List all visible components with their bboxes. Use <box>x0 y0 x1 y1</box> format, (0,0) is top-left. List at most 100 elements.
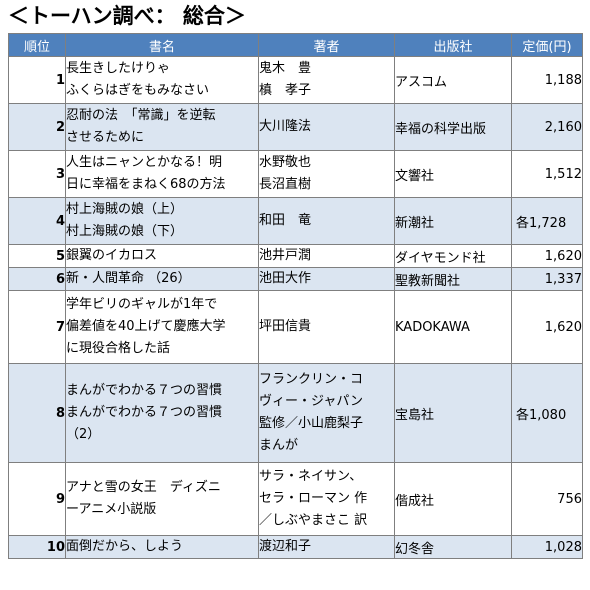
title-cell: 面倒だから、しよう <box>65 535 259 559</box>
title-line: 学年ビリのギャルが1年で <box>66 297 218 312</box>
table-row: 4 村上海賊の娘（上） 村上海賊の娘（下） 和田 竜 新潮社 各1,728 <box>8 197 583 245</box>
author-line: サラ・ネイサン、 <box>259 469 363 484</box>
publisher-cell: KADOKAWA <box>394 290 512 364</box>
author-cell: 鬼木 豊槙 孝子 <box>258 56 395 104</box>
page-title: ＜トーハン調べ： 総合＞ <box>8 4 246 28</box>
author-line: 池井戸潤 <box>259 248 312 263</box>
price-cell: 1,188 <box>511 56 583 104</box>
author-line: 池田大作 <box>259 271 312 286</box>
author-line: フランクリン・コ <box>259 372 364 387</box>
price-cell: 2,160 <box>511 103 583 151</box>
author-line: まんが <box>259 438 299 453</box>
author-line: 鬼木 豊 <box>259 61 312 76</box>
header-author: 著者 <box>258 33 395 57</box>
publisher-cell: 幸福の科学出版 <box>394 103 512 151</box>
author-line: 渡辺和子 <box>259 539 312 554</box>
author-line: ヴィー・ジャパン <box>259 394 364 409</box>
author-cell: 水野敬也 長沼直樹 <box>258 150 395 198</box>
rank-cell: 7 <box>8 290 66 364</box>
title-cell: 村上海賊の娘（上） 村上海賊の娘（下） <box>65 197 259 245</box>
title-line: 村上海賊の娘（上） <box>66 202 184 217</box>
title-line: アナと雪の女王 ディズニ <box>66 480 221 495</box>
title-cell: 忍耐の法 「常識」を逆転 させるために <box>65 103 259 151</box>
rank-cell: 3 <box>8 150 66 198</box>
title-cell: 学年ビリのギャルが1年で 偏差値を40上げて慶應大学 に現役合格した話 <box>65 290 259 364</box>
title-line: まんがでわかる７つの習慣 <box>66 383 223 398</box>
table-body: 1 長生きしたけりゃ ふくらはぎをもみなさい 鬼木 豊槙 孝子 アスコム 1,188 2 忍耐… <box>8 56 583 559</box>
title-line: 人生はニャンとかなる！明 <box>66 155 223 170</box>
author-cell: 坪田信貴 <box>258 290 395 364</box>
rank-cell: 2 <box>8 103 66 151</box>
publisher-cell: 文響社 <box>394 150 512 198</box>
title-line: 村上海賊の娘（下） <box>66 224 184 239</box>
title-line: 面倒だから、しよう <box>66 539 184 554</box>
rank-cell: 10 <box>8 535 66 559</box>
title-line: 偏差値を40上げて慶應大学 <box>66 319 226 334</box>
title-line: 新・人間革命 （26） <box>66 271 191 286</box>
author-cell: 渡辺和子 <box>258 535 395 559</box>
title-line: 銀翼のイカロス <box>66 248 158 263</box>
price-cell: 各1,080 <box>511 363 583 463</box>
table-header-row: 順位 書名 著者 出版社 定価(円) <box>8 33 583 57</box>
table-row: 7 学年ビリのギャルが1年で 偏差値を40上げて慶應大学 に現役合格した話 坪田信貴 KA… <box>8 290 583 364</box>
rank-cell: 6 <box>8 267 66 291</box>
table-row: 3 人生はニャンとかなる！明 日に幸福をまねく68の方法 水野敬也 長沼直樹 文響社 1,5… <box>8 150 583 198</box>
publisher-cell: 聖教新聞社 <box>394 267 512 291</box>
title-line: 長生きしたけりゃ <box>66 61 171 76</box>
publisher-cell: アスコム <box>394 56 512 104</box>
author-cell: 大川隆法 <box>258 103 395 151</box>
author-cell: 池井戸潤 <box>258 244 395 268</box>
rank-cell: 9 <box>8 462 66 536</box>
rank-cell: 4 <box>8 197 66 245</box>
rank-cell: 1 <box>8 56 66 104</box>
header-title: 書名 <box>65 33 259 57</box>
table-row: 2 忍耐の法 「常識」を逆転 させるために 大川隆法 幸福の科学出版 2,160 <box>8 103 583 151</box>
price-cell: 各1,728 <box>511 197 583 245</box>
ranking-table: 順位 書名 著者 出版社 定価(円) 1 長生きしたけりゃ ふくらはぎをもみなさい鬼… <box>8 33 583 559</box>
title-cell: 長生きしたけりゃふくらはぎをもみなさい <box>65 56 259 104</box>
title-cell: アナと雪の女王 ディズニ ーアニメ小説版 <box>65 462 259 536</box>
title-cell: 人生はニャンとかなる！明 日に幸福をまねく68の方法 <box>65 150 259 198</box>
title-line: させるために <box>66 130 145 145</box>
publisher-cell: 偕成社 <box>394 462 512 536</box>
title-line: ふくらはぎをもみなさい <box>66 83 210 98</box>
price-cell: 1,028 <box>511 535 583 559</box>
author-line: 坪田信貴 <box>259 319 312 334</box>
table-row: 1 長生きしたけりゃ ふくらはぎをもみなさい 鬼木 豊槙 孝子 アスコム 1,188 <box>8 56 583 104</box>
header-rank: 順位 <box>8 33 66 57</box>
rank-cell: 5 <box>8 244 66 268</box>
title-cell: 新・人間革命 （26） <box>65 267 259 291</box>
table-row: 10 面倒だから、しよう 渡辺和子 幻冬舎 1,028 <box>8 535 583 559</box>
author-line: 監修／小山鹿梨子 <box>259 416 364 431</box>
publisher-cell: 宝島社 <box>394 363 512 463</box>
author-line: セラ・ローマン 作 <box>259 491 368 506</box>
price-cell: 756 <box>511 462 583 536</box>
title-line: ーアニメ小説版 <box>66 502 157 517</box>
publisher-cell: ダイヤモンド社 <box>394 244 512 268</box>
title-cell: まんがでわかる７つの習慣 まんがでわかる７つの習慣 （2） <box>65 363 259 463</box>
author-line: 槙 孝子 <box>259 83 312 98</box>
price-cell: 1,337 <box>511 267 583 291</box>
header-price: 定価(円) <box>511 33 583 57</box>
author-line: ／しぶやまさこ 訳 <box>259 513 368 528</box>
publisher-cell: 幻冬舎 <box>394 535 512 559</box>
author-line: 水野敬也 <box>259 155 312 170</box>
author-cell: サラ・ネイサン、 セラ・ローマン 作 ／しぶやまさこ 訳 <box>258 462 395 536</box>
table-row: 6 新・人間革命 （26） 池田大作 聖教新聞社 1,337 <box>8 267 583 291</box>
title-line: 忍耐の法 「常識」を逆転 <box>66 108 216 123</box>
title-cell: 銀翼のイカロス <box>65 244 259 268</box>
table-row: 9 アナと雪の女王 ディズニ ーアニメ小説版 サラ・ネイサン、 セラ・ローマン 作／しぶ… <box>8 462 583 536</box>
author-line: 大川隆法 <box>259 119 312 134</box>
title-line: に現役合格した話 <box>66 341 171 356</box>
header-publisher: 出版社 <box>394 33 512 57</box>
table-row: 8 まんがでわかる７つの習慣 まんがでわかる７つの習慣 （2） フランクリン・コ ヴィー・… <box>8 363 583 463</box>
price-cell: 1,620 <box>511 290 583 364</box>
title-line: 日に幸福をまねく68の方法 <box>66 177 226 192</box>
title-line: まんがでわかる７つの習慣 <box>66 405 223 420</box>
publisher-cell: 新潮社 <box>394 197 512 245</box>
author-line: 長沼直樹 <box>259 177 312 192</box>
title-line: （2） <box>66 427 101 442</box>
author-line: 和田 竜 <box>259 213 312 228</box>
rank-cell: 8 <box>8 363 66 463</box>
author-cell: フランクリン・コ ヴィー・ジャパン 監修／小山鹿梨子 まんが <box>258 363 395 463</box>
